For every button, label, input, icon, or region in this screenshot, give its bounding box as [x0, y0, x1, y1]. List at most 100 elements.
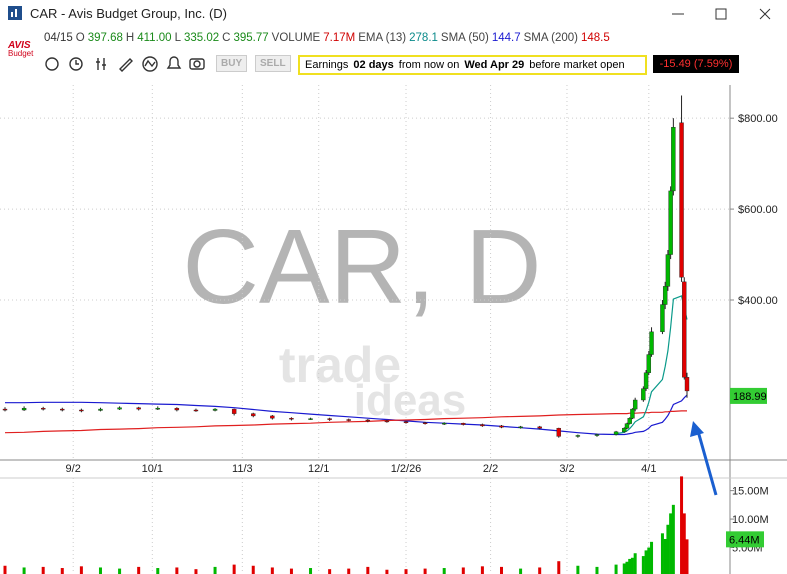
volume-bar [232, 564, 236, 574]
info-value: 411.00 [137, 32, 172, 44]
volume-bar [671, 504, 675, 574]
icon[interactable] [166, 56, 182, 69]
volume-bar [576, 565, 580, 574]
candle-body [643, 372, 649, 389]
volume-bar [289, 568, 293, 574]
volume-bar [347, 568, 351, 574]
info-label: SMA (200) [523, 32, 578, 44]
ma-line [4, 410, 687, 434]
candle-body [641, 388, 646, 401]
x-tick-label: 2/2 [483, 463, 498, 475]
candle-body [594, 434, 600, 436]
candle-body [21, 407, 27, 411]
earnings-text: from now on [398, 59, 460, 71]
volume-bar [79, 566, 83, 574]
volume-bar [41, 566, 45, 574]
volume-bar [644, 550, 648, 574]
volume-bar [309, 568, 313, 574]
x-tick-label: 9/2 [66, 463, 81, 475]
icon[interactable] [119, 58, 133, 72]
candle-body [646, 354, 652, 373]
volume-bar [595, 566, 599, 574]
candle-body [575, 435, 581, 437]
volume-bar [385, 569, 389, 574]
app-icon [8, 6, 22, 20]
candle-body [2, 408, 8, 411]
volume-bar [614, 564, 618, 574]
candle-body [136, 407, 141, 410]
volume-bar [650, 541, 654, 574]
candle-body [155, 407, 160, 410]
volume-bar [663, 539, 667, 574]
ma-line [616, 295, 688, 435]
volume-bar [60, 568, 64, 574]
candle-body [193, 409, 199, 412]
volume-bar [682, 513, 686, 574]
earnings-text: Earnings [305, 59, 349, 71]
candle-body [251, 413, 256, 417]
info-value: 395.77 [233, 32, 269, 44]
info-label: C [222, 32, 231, 44]
volume-bar [499, 566, 503, 574]
candle-body [632, 399, 638, 410]
volume-bar [175, 567, 179, 574]
candle-body [622, 427, 627, 433]
volume-bar [685, 539, 689, 574]
logo-text: Budget [8, 49, 34, 58]
watermark: CAR, D [182, 208, 541, 326]
candle-body [684, 377, 690, 392]
earnings-text: 02 days [353, 59, 394, 71]
icon[interactable] [142, 56, 158, 72]
candle-body [365, 419, 371, 422]
earnings-text: Wed Apr 29 [464, 59, 525, 71]
price-tag-label: 188.99 [733, 391, 767, 403]
volume-bar [538, 567, 542, 574]
volume-bar [622, 563, 626, 574]
candle-body [662, 286, 668, 305]
window-controls[interactable] [660, 4, 785, 24]
info-value: 144.7 [491, 32, 521, 44]
candle-body [40, 407, 46, 410]
change: -15.49 (7.59%) [653, 55, 739, 73]
y-tick-label: 15.00M [732, 486, 769, 498]
volume-bar [666, 524, 670, 574]
ma-line [5, 394, 688, 436]
earnings-text: before market open [529, 59, 625, 71]
candle-body [679, 122, 684, 278]
volume-bar [404, 569, 408, 574]
candle-body [613, 431, 619, 435]
volume-bar [557, 561, 561, 574]
candle-body [346, 419, 351, 421]
volume-bar [328, 569, 332, 574]
sell-button[interactable]: SELL [255, 55, 291, 72]
volume-bar [625, 561, 629, 574]
volume-tag-label: 6.44M [729, 534, 760, 546]
earnings-banner: Earnings 02 days from now on Wed Apr 29 befo… [298, 55, 647, 75]
candle-body [117, 407, 122, 410]
candle-body [231, 408, 237, 414]
candle-body [384, 420, 390, 423]
volume-bar [669, 513, 673, 574]
icon[interactable] [69, 57, 83, 71]
icon[interactable] [189, 58, 205, 70]
volume-bar [3, 565, 7, 574]
candle-body [630, 408, 635, 419]
icon[interactable] [96, 58, 106, 70]
candle-body [649, 331, 654, 355]
icon[interactable] [45, 57, 59, 71]
candle-body [174, 407, 180, 411]
volume-bar [118, 568, 122, 574]
volume-bar [628, 558, 632, 574]
volume-bar [461, 567, 465, 574]
volume-tag [726, 531, 764, 548]
candle-body [671, 127, 676, 192]
volume-bar [270, 567, 274, 574]
info-label: L [174, 32, 181, 44]
candle-body [422, 422, 428, 424]
candle-body [308, 418, 313, 420]
buy-button[interactable]: BUY [216, 55, 248, 72]
info-value: 278.1 [409, 32, 438, 44]
candle-body [518, 426, 523, 429]
candle-body [289, 417, 294, 420]
